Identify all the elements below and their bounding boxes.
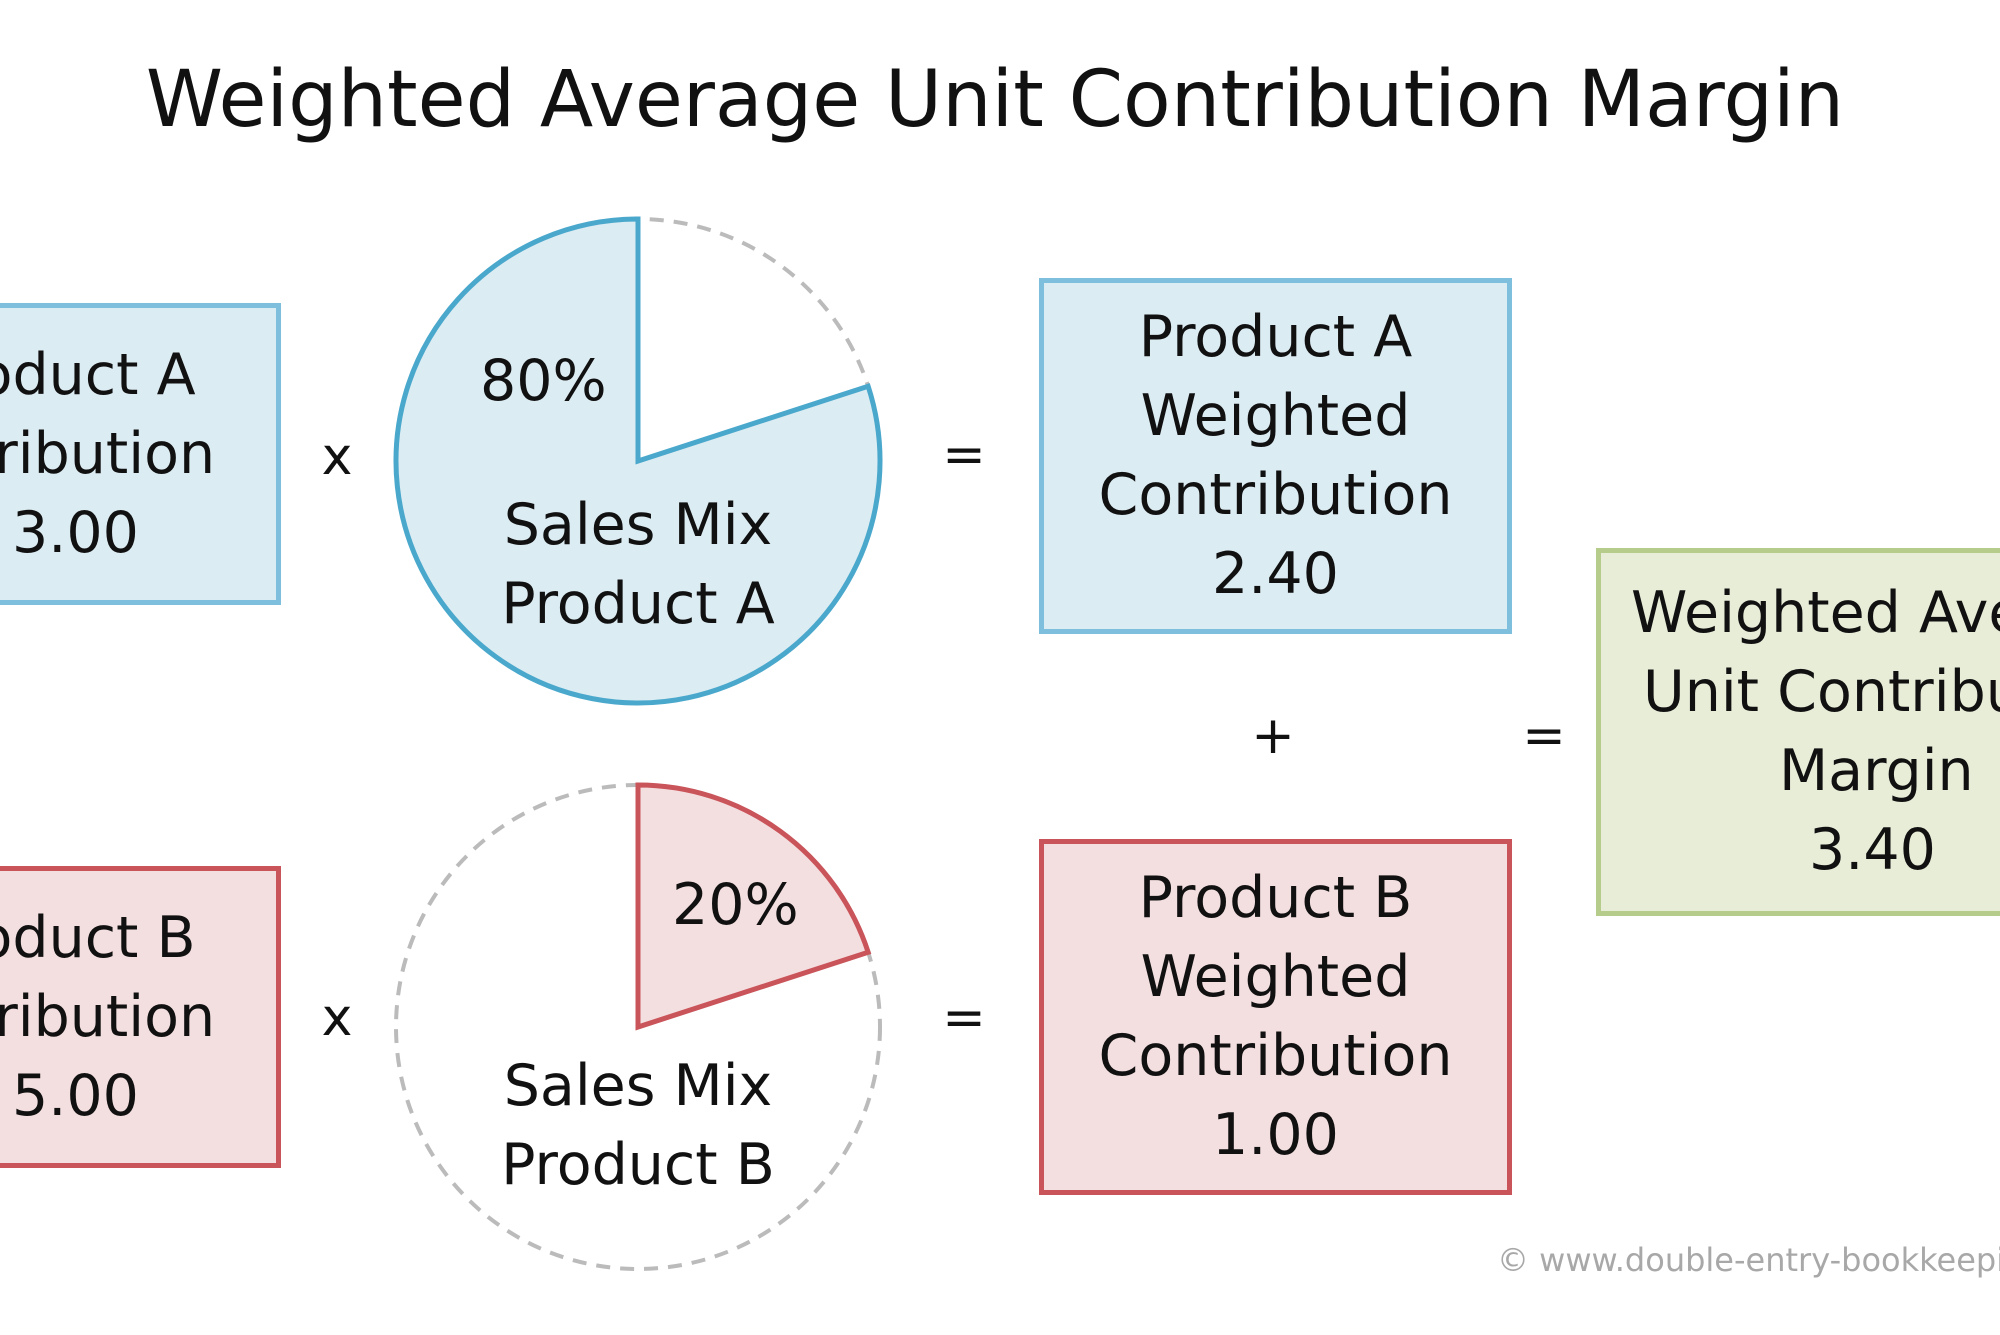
sales-mix-a-label-line-2: Product A — [501, 571, 775, 637]
sales-mix-b-pie — [394, 782, 882, 1271]
sales-mix-b-slice — [635, 782, 872, 1031]
product-a-weighted-line-3: Contribution — [1098, 462, 1453, 528]
result-value: 3.40 — [1809, 817, 1936, 883]
product-a-unit-contribution-line-1: roduct A — [0, 341, 196, 408]
weighted-average-margin-box: Weighted Ave Unit Contribu Margin 3.40 — [1596, 548, 2000, 916]
product-a-weighted-value: 2.40 — [1212, 541, 1339, 607]
product-a-weighted-line-1: Product A — [1138, 304, 1413, 370]
sales-mix-a-label-line-1: Sales Mix — [503, 492, 773, 558]
plus-operator: + — [1251, 706, 1295, 766]
product-b-unit-contribution-line-2: ntribution — [0, 983, 216, 1050]
product-b-unit-contribution-box: roduct B ntribution 5.00 — [0, 866, 281, 1168]
sales-mix-b-label-line-2: Product B — [501, 1132, 775, 1198]
product-b-weighted-contribution-box: Product B Weighted Contribution 1.00 — [1039, 839, 1512, 1195]
equals-operator-a: = — [942, 425, 986, 485]
sales-mix-b-label-line-1: Sales Mix — [503, 1053, 773, 1119]
sales-mix-a-slice — [393, 216, 883, 706]
result-line-2: Unit Contribu — [1643, 659, 2000, 725]
diagram-title: Weighted Average Unit Contribution Margi… — [145, 55, 1845, 145]
product-b-weighted-value: 1.00 — [1212, 1102, 1339, 1168]
result-line-1: Weighted Ave — [1631, 580, 2000, 646]
product-b-weighted-line-3: Contribution — [1098, 1023, 1453, 1089]
copyright-credit: © www.double-entry-bookkeepin — [1497, 1241, 2000, 1279]
multiply-operator-a: x — [321, 427, 353, 487]
product-b-weighted-line-1: Product B — [1138, 865, 1413, 931]
product-b-unit-contribution-line-1: roduct B — [0, 904, 196, 971]
product-a-unit-contribution-value: 3.00 — [12, 499, 139, 566]
sales-mix-a-pie — [393, 216, 883, 706]
sales-mix-a-label: Sales Mix Product A — [488, 486, 788, 644]
product-b-weighted-line-2: Weighted — [1140, 944, 1411, 1010]
product-a-weighted-line-2: Weighted — [1140, 383, 1411, 449]
multiply-operator-b: x — [321, 988, 353, 1048]
sales-mix-b-label: Sales Mix Product B — [488, 1047, 788, 1205]
equals-operator-total: = — [1522, 706, 1566, 766]
sales-mix-a-percent: 80% — [480, 348, 607, 414]
product-a-unit-contribution-box: roduct A ntribution 3.00 — [0, 303, 281, 605]
product-a-weighted-contribution-box: Product A Weighted Contribution 2.40 — [1039, 278, 1512, 634]
sales-mix-b-percent: 20% — [672, 872, 799, 938]
product-b-unit-contribution-value: 5.00 — [12, 1062, 139, 1129]
result-line-3: Margin — [1779, 738, 1974, 804]
equals-operator-b: = — [942, 988, 986, 1048]
product-a-unit-contribution-line-2: ntribution — [0, 420, 216, 487]
